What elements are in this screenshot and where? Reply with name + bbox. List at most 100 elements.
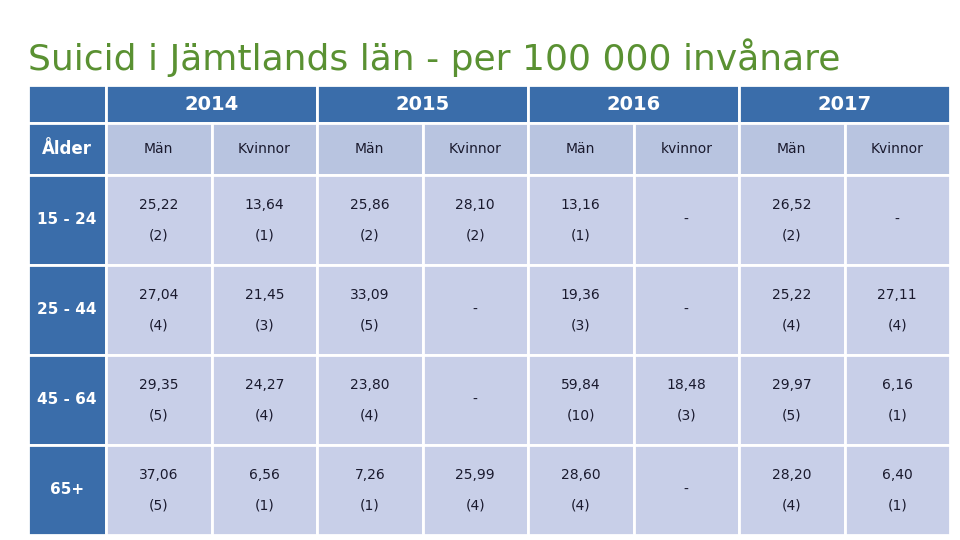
Bar	[528, 265, 634, 355]
Bar	[28, 85, 106, 123]
Text: 59,84: 59,84	[561, 377, 601, 392]
Text: (5): (5)	[360, 318, 379, 332]
Bar	[845, 123, 950, 175]
Text: (3): (3)	[677, 408, 696, 422]
Bar	[28, 175, 106, 265]
Text: (4): (4)	[254, 408, 274, 422]
Text: 27,11: 27,11	[877, 288, 917, 302]
Bar	[739, 123, 845, 175]
Text: 6,40: 6,40	[882, 468, 913, 482]
Text: 29,97: 29,97	[772, 377, 811, 392]
Text: (3): (3)	[254, 318, 274, 332]
Text: 13,64: 13,64	[245, 198, 284, 212]
Text: -: -	[684, 483, 688, 497]
Bar	[28, 123, 106, 175]
Text: (2): (2)	[466, 228, 485, 242]
Text: (1): (1)	[887, 498, 907, 512]
Text: Ålder: Ålder	[42, 140, 92, 158]
Bar	[739, 265, 845, 355]
Bar	[634, 175, 739, 265]
Text: (5): (5)	[149, 498, 169, 512]
Text: 28,60: 28,60	[561, 468, 601, 482]
Text: 21,45: 21,45	[245, 288, 284, 302]
Bar	[422, 265, 528, 355]
Text: 2014: 2014	[184, 94, 239, 113]
Bar	[739, 445, 845, 535]
Bar	[106, 123, 211, 175]
Text: 25,22: 25,22	[772, 288, 811, 302]
Text: (5): (5)	[149, 408, 169, 422]
Text: 2017: 2017	[817, 94, 872, 113]
Text: (1): (1)	[254, 498, 275, 512]
Text: (1): (1)	[360, 498, 379, 512]
Text: 26,52: 26,52	[772, 198, 811, 212]
Text: (3): (3)	[571, 318, 590, 332]
Text: Kvinnor: Kvinnor	[238, 142, 291, 156]
Text: 37,06: 37,06	[139, 468, 179, 482]
Bar	[211, 355, 317, 445]
Bar	[634, 265, 739, 355]
Text: Män: Män	[566, 142, 595, 156]
Text: 2015: 2015	[396, 94, 449, 113]
Text: (4): (4)	[466, 498, 485, 512]
Text: 27,04: 27,04	[139, 288, 179, 302]
Text: (10): (10)	[566, 408, 595, 422]
Bar	[528, 85, 739, 123]
Text: Män: Män	[777, 142, 806, 156]
Text: -: -	[473, 393, 478, 407]
Text: Kvinnor: Kvinnor	[449, 142, 502, 156]
Text: 7,26: 7,26	[354, 468, 385, 482]
Bar	[739, 85, 950, 123]
Bar	[317, 175, 422, 265]
Text: 33,09: 33,09	[350, 288, 390, 302]
Bar	[528, 355, 634, 445]
Text: 25,86: 25,86	[350, 198, 390, 212]
Bar	[845, 265, 950, 355]
Text: -: -	[895, 213, 900, 227]
Text: 6,16: 6,16	[881, 377, 913, 392]
Bar	[845, 355, 950, 445]
Text: 23,80: 23,80	[350, 377, 390, 392]
Bar	[634, 445, 739, 535]
Text: (1): (1)	[887, 408, 907, 422]
Text: Män: Män	[355, 142, 384, 156]
Text: -: -	[684, 303, 688, 317]
Bar	[211, 123, 317, 175]
Bar	[28, 355, 106, 445]
Text: Män: Män	[144, 142, 174, 156]
Bar	[422, 123, 528, 175]
Text: 15 - 24: 15 - 24	[37, 213, 97, 227]
Bar	[106, 355, 211, 445]
Text: 25 - 44: 25 - 44	[37, 302, 97, 318]
Bar	[422, 175, 528, 265]
Text: (4): (4)	[360, 408, 379, 422]
Text: Kvinnor: Kvinnor	[871, 142, 924, 156]
Text: (1): (1)	[254, 228, 275, 242]
Text: -: -	[473, 303, 478, 317]
Text: (2): (2)	[782, 228, 802, 242]
Bar	[317, 85, 528, 123]
Bar	[739, 355, 845, 445]
Bar	[528, 123, 634, 175]
Text: (1): (1)	[571, 228, 590, 242]
Bar	[211, 265, 317, 355]
Text: 29,35: 29,35	[139, 377, 179, 392]
Text: Suicid i Jämtlands län - per 100 000 invånare: Suicid i Jämtlands län - per 100 000 inv…	[28, 39, 840, 77]
Bar	[528, 175, 634, 265]
Text: (2): (2)	[360, 228, 379, 242]
Bar	[317, 355, 422, 445]
Bar	[317, 445, 422, 535]
Text: 25,22: 25,22	[139, 198, 179, 212]
Bar	[317, 265, 422, 355]
Text: (4): (4)	[149, 318, 169, 332]
Text: (4): (4)	[571, 498, 590, 512]
Bar	[106, 265, 211, 355]
Text: 28,20: 28,20	[772, 468, 811, 482]
Text: 25,99: 25,99	[455, 468, 495, 482]
Text: -: -	[684, 213, 688, 227]
Text: 45 - 64: 45 - 64	[37, 393, 97, 408]
Bar	[845, 445, 950, 535]
Bar	[422, 355, 528, 445]
Text: kvinnor: kvinnor	[660, 142, 712, 156]
Bar	[528, 445, 634, 535]
